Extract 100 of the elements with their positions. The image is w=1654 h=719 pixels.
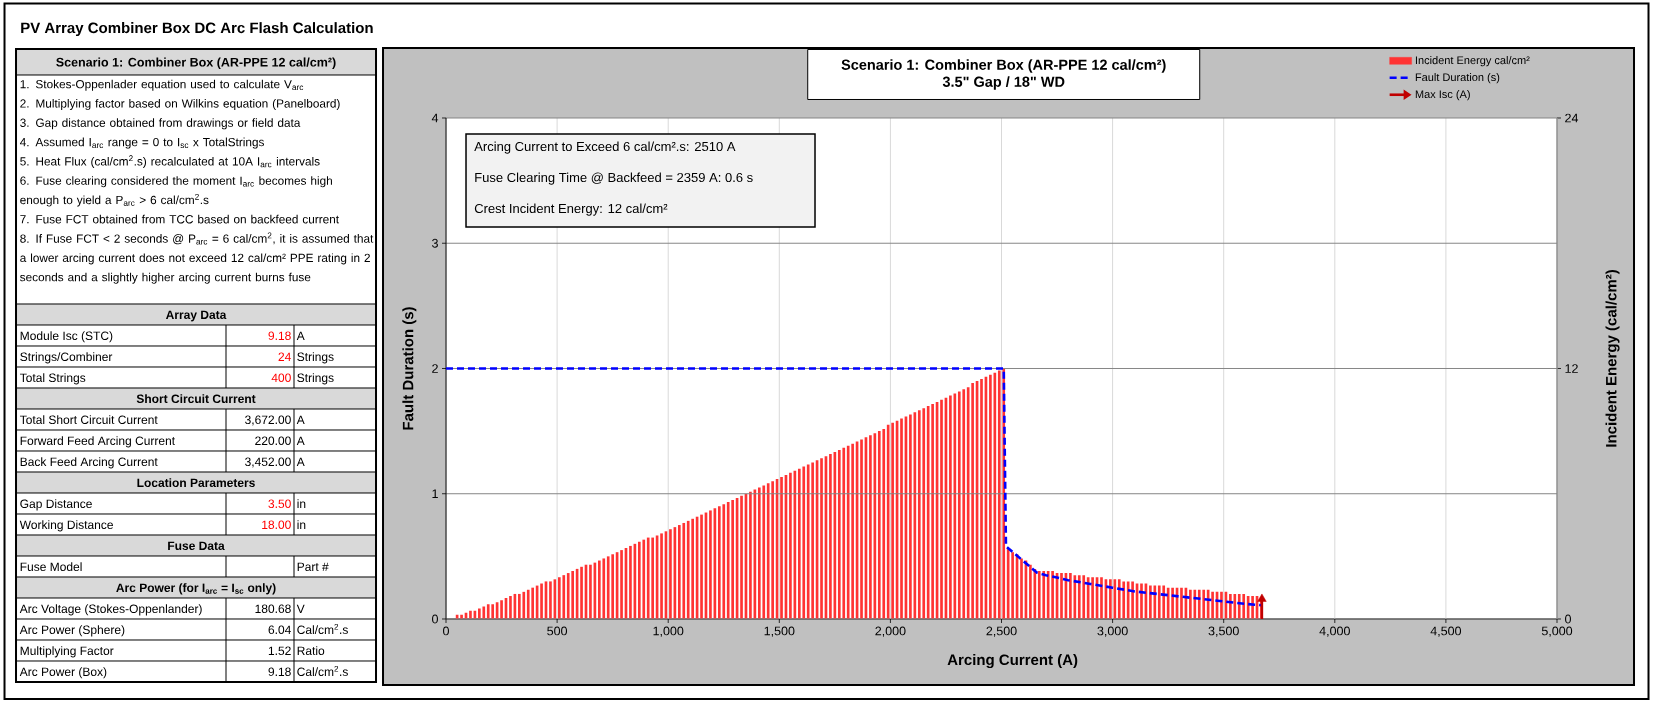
y-tick-label: 4 bbox=[431, 113, 439, 123]
bar bbox=[829, 454, 832, 619]
bar bbox=[891, 422, 894, 619]
bar bbox=[1242, 593, 1246, 619]
y-axis-title: Fault Duration (s) bbox=[402, 307, 417, 430]
bar bbox=[1193, 589, 1197, 619]
x-axis-title: Arcing Current (A) bbox=[947, 654, 1078, 669]
bar bbox=[1060, 573, 1063, 619]
text: Total Short Circuit Current bbox=[19, 415, 158, 424]
bar bbox=[486, 604, 490, 619]
bar bbox=[717, 506, 721, 619]
bar bbox=[922, 408, 926, 619]
annotation: Crest Incident Energy: 12 cal/cm² bbox=[474, 203, 668, 216]
text: A bbox=[296, 457, 305, 466]
bar bbox=[926, 406, 930, 619]
text: 8. If Fuse FCT < 2 seconds @ P$_{arc}$ = 6 cal/cm$^{2}$, it is assumed that a lower arcing current does not exceed 12 cal/cm² PPE rating in 2 seconds and a slightly higher arcing current burns fuse bbox=[20, 232, 374, 284]
x-tick-label: 4,500 bbox=[1430, 626, 1462, 637]
text: 9.18 bbox=[268, 667, 291, 676]
annotation: Arcing Current to Exceed 6 cal/cm².s: 2510 A bbox=[474, 141, 736, 154]
bar bbox=[882, 429, 886, 619]
text: in bbox=[297, 520, 306, 529]
text: Ratio bbox=[297, 646, 325, 655]
bar bbox=[731, 500, 734, 619]
bar bbox=[1051, 570, 1054, 619]
text: 6.04 bbox=[268, 625, 291, 634]
annotation: Fuse Clearing Time @ Backfeed = 2359 A: 0.6 s bbox=[475, 172, 753, 185]
bar bbox=[637, 541, 641, 619]
bar bbox=[1157, 585, 1161, 619]
x-tick-label: 3,000 bbox=[1097, 626, 1128, 637]
text: Array Data bbox=[165, 310, 227, 322]
bar bbox=[1233, 593, 1237, 619]
bar bbox=[851, 443, 854, 619]
bar bbox=[1073, 575, 1077, 619]
bar bbox=[962, 389, 966, 619]
text: 18.00 bbox=[262, 520, 291, 529]
bar bbox=[606, 556, 610, 619]
bar bbox=[1153, 585, 1157, 619]
bar bbox=[1109, 579, 1112, 619]
text: V bbox=[296, 604, 305, 613]
text: 24 bbox=[278, 352, 291, 361]
text: Strings bbox=[297, 373, 334, 385]
bar bbox=[949, 395, 952, 619]
bar bbox=[1020, 558, 1023, 619]
bar bbox=[491, 604, 495, 619]
text: A bbox=[296, 436, 305, 445]
bar bbox=[522, 591, 526, 619]
bar bbox=[771, 481, 774, 619]
bar bbox=[660, 533, 663, 619]
bar bbox=[478, 608, 481, 619]
bar bbox=[562, 575, 566, 619]
x-tick-label: 2,000 bbox=[875, 626, 906, 637]
bar bbox=[1140, 583, 1143, 619]
text: Total Strings bbox=[19, 373, 86, 385]
bar bbox=[1171, 587, 1174, 619]
y2-tick-label: 0 bbox=[1565, 614, 1571, 624]
bar bbox=[997, 370, 1001, 619]
bar bbox=[1117, 579, 1121, 619]
text: Back Feed Arcing Current bbox=[20, 457, 158, 469]
bar bbox=[860, 439, 863, 619]
x-tick-label: 1,000 bbox=[653, 626, 684, 637]
text: 3,672.00 bbox=[245, 415, 291, 426]
bar bbox=[700, 514, 703, 619]
bar bbox=[602, 558, 606, 619]
bar bbox=[1122, 581, 1126, 619]
bar bbox=[722, 504, 726, 619]
bar bbox=[580, 566, 583, 619]
text: 5. Heat Flux (cal/cm$^{2}$.s) recalculated at 10A I$_{arc}$ intervals bbox=[20, 155, 320, 168]
bar bbox=[1100, 577, 1103, 619]
bar bbox=[500, 600, 503, 619]
bar bbox=[780, 477, 783, 619]
text: Cal/cm$^{2}$.s bbox=[297, 665, 348, 676]
x-tick-label: 2,500 bbox=[986, 626, 1017, 637]
bar bbox=[1197, 589, 1201, 619]
bar bbox=[1006, 548, 1010, 619]
bar bbox=[526, 589, 530, 619]
bar bbox=[620, 550, 623, 619]
text: 1.52 bbox=[268, 646, 291, 655]
y2-tick-label: 24 bbox=[1565, 113, 1579, 123]
text: Multiplying Factor bbox=[20, 646, 114, 658]
bar bbox=[1069, 573, 1072, 619]
bar bbox=[789, 472, 792, 619]
bar bbox=[598, 560, 601, 619]
bar bbox=[518, 593, 521, 619]
bar bbox=[806, 464, 810, 619]
text: Cal/cm$^{2}$.s bbox=[297, 623, 348, 634]
text: Scenario 1: Combiner Box (AR-PPE 12 cal/cm²) bbox=[56, 57, 336, 70]
bar bbox=[811, 462, 814, 619]
bar bbox=[1180, 587, 1183, 619]
x-tick-label: 3,500 bbox=[1208, 626, 1239, 637]
x-tick-label: 0 bbox=[443, 626, 449, 636]
bar bbox=[566, 573, 570, 619]
bar bbox=[820, 458, 823, 619]
text: 220.00 bbox=[255, 436, 291, 445]
bar bbox=[469, 610, 472, 619]
bar bbox=[571, 570, 574, 619]
bar bbox=[757, 487, 761, 619]
bar bbox=[837, 449, 841, 619]
bar bbox=[1091, 577, 1094, 619]
bar bbox=[917, 410, 921, 619]
chart-title: Scenario 1: Combiner Box (AR-PPE 12 cal/cm²) bbox=[841, 59, 1166, 73]
